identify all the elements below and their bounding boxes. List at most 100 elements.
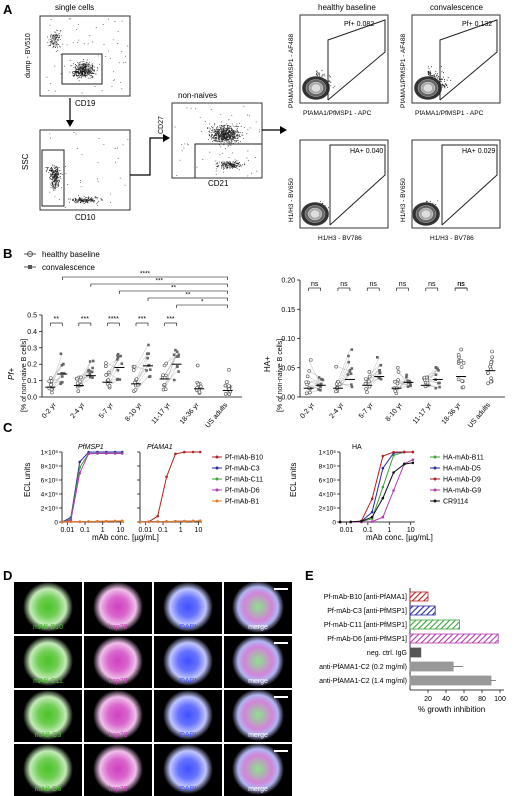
flow-event <box>76 29 77 30</box>
y-tick-label: 0.5 <box>27 313 37 320</box>
flow-event <box>90 200 91 201</box>
flow-event <box>51 19 52 20</box>
flow-event <box>446 84 447 85</box>
flow-event <box>219 132 220 133</box>
flow-event <box>436 76 437 77</box>
flow-event <box>53 190 54 191</box>
flow-event <box>76 199 77 200</box>
flow-event <box>219 133 220 134</box>
flow-event <box>223 128 224 129</box>
binding-curve <box>340 460 413 522</box>
binding-point <box>382 467 385 470</box>
flow-event <box>83 64 84 65</box>
healthy-point <box>364 378 367 381</box>
flow-event <box>233 165 234 166</box>
binding-point <box>403 463 406 466</box>
legend-conv: convalescence <box>42 263 95 272</box>
sig-label: ns <box>311 281 319 288</box>
flow-event <box>83 68 84 69</box>
conv-point <box>116 378 119 381</box>
flow-event <box>231 115 232 116</box>
flow-event <box>84 68 85 69</box>
cd19-axis: CD19 <box>75 99 96 108</box>
flow-event <box>87 60 88 61</box>
flow-event <box>79 66 80 67</box>
flow-event <box>65 173 66 174</box>
flow-event <box>82 61 83 62</box>
flow-event <box>61 73 62 74</box>
flow-event <box>224 163 225 164</box>
flow-event <box>56 34 57 35</box>
cd21-axis: CD21 <box>208 179 229 188</box>
flow-event <box>51 43 52 44</box>
flow-event <box>231 165 232 166</box>
flow-event <box>240 141 241 142</box>
flow-event <box>88 199 89 200</box>
arrow-down-head <box>66 120 74 127</box>
flow-event <box>79 68 80 69</box>
binding-point <box>199 520 202 523</box>
flow-event <box>83 69 84 70</box>
flow-event <box>246 133 247 134</box>
micrograph-label: DAPI <box>154 624 222 631</box>
flow-event <box>51 185 52 186</box>
flow-event <box>218 133 219 134</box>
flow-event <box>211 136 212 137</box>
binding-point <box>371 511 374 514</box>
healthy-point <box>461 380 464 383</box>
bar-label: anti-PfAMA1-C2 (0.2 mg/ml) <box>319 664 407 671</box>
flow-event <box>83 59 84 60</box>
flow-event <box>217 127 218 128</box>
binding-point <box>96 452 99 455</box>
flow-event <box>221 140 222 141</box>
flow-event <box>225 164 226 165</box>
flow-event <box>88 71 89 72</box>
flow-event <box>57 177 58 178</box>
non-naives-label: non-naives <box>178 91 217 100</box>
binding-point <box>349 521 352 524</box>
flow-event <box>444 87 445 88</box>
flow-event <box>182 150 183 151</box>
flow-event <box>237 126 238 127</box>
flow-event <box>108 50 109 51</box>
x-tick-label: 60 <box>460 696 468 703</box>
flow-event <box>88 43 89 44</box>
conv-point <box>319 389 322 392</box>
flow-event <box>90 199 91 200</box>
flow-event <box>209 132 210 133</box>
flow-event <box>316 74 317 75</box>
flow-event <box>52 38 53 39</box>
pf-y-axis-1: PfAMA1/PfMSP1 - AF488 <box>288 34 295 108</box>
flow-event <box>92 77 93 78</box>
scale-bar <box>274 642 288 644</box>
bar <box>410 620 460 629</box>
healthy-point <box>48 380 51 383</box>
flow-event <box>120 178 121 179</box>
flow-event <box>92 65 93 66</box>
flow-event <box>232 166 233 167</box>
flow-event <box>52 36 53 37</box>
flow-event <box>87 199 88 200</box>
flow-event <box>90 68 91 69</box>
healthy-point <box>104 362 107 365</box>
binding-point <box>192 520 195 523</box>
healthy-point <box>79 376 82 379</box>
flow-event <box>89 62 90 63</box>
flow-event <box>231 127 232 128</box>
flow-event <box>52 183 53 184</box>
flow-event <box>213 132 214 133</box>
category-label: 18-36 yr <box>179 401 201 426</box>
flow-event <box>122 21 123 22</box>
flow-event <box>55 41 56 42</box>
healthy-point <box>133 365 136 368</box>
flow-event <box>79 62 80 63</box>
flow-event <box>228 119 229 120</box>
flow-event <box>428 71 429 72</box>
binding-point <box>114 520 117 523</box>
flow-event <box>84 196 85 197</box>
flow-event <box>50 178 51 179</box>
flow-event <box>58 184 59 185</box>
micrograph-label: hsp70 <box>84 786 152 793</box>
flow-event <box>53 176 54 177</box>
